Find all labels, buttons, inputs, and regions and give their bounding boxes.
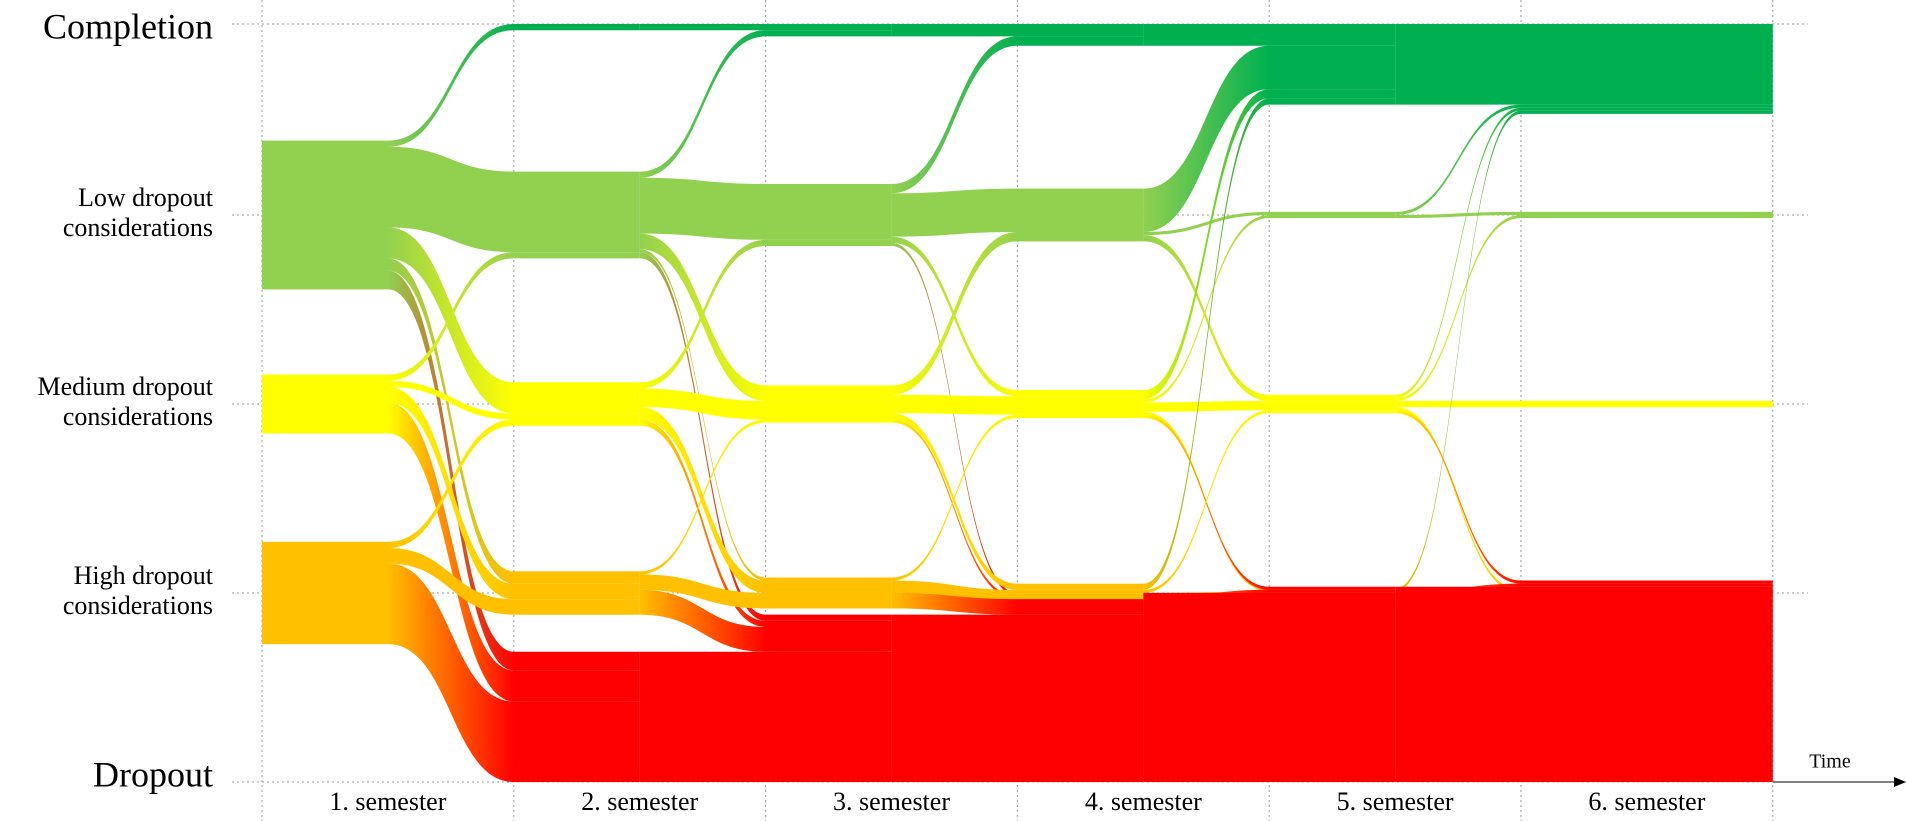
flow (639, 24, 892, 31)
flow (388, 252, 640, 381)
x-axis-label: Time (1809, 751, 1851, 773)
node (262, 140, 388, 290)
flow (1395, 104, 1773, 590)
flow (1395, 24, 1773, 105)
flow (639, 589, 892, 652)
flow (388, 563, 640, 782)
state-label: Dropout (93, 754, 213, 794)
flow (1143, 211, 1396, 236)
flow (1395, 113, 1773, 587)
flow (891, 36, 1144, 593)
flow (891, 593, 1144, 615)
flow (1395, 407, 1773, 587)
time-arrow (1894, 777, 1906, 787)
flow (1395, 218, 1773, 401)
flow (388, 24, 640, 147)
flow (388, 548, 640, 615)
flow (891, 232, 1144, 395)
state-label: considerations (63, 402, 213, 431)
flow (891, 36, 1144, 194)
semester-label: 3. semester (833, 787, 950, 816)
flow (639, 233, 892, 401)
flow (639, 30, 892, 178)
state-label: Medium dropout (38, 372, 214, 401)
flow (639, 574, 892, 609)
flow (891, 236, 1144, 397)
flow (388, 146, 640, 253)
flow (639, 388, 892, 420)
flow (639, 651, 892, 782)
flow (388, 402, 640, 702)
flow (1143, 24, 1396, 46)
node (262, 541, 388, 645)
flow (1395, 104, 1773, 401)
state-label: Low dropout (78, 183, 214, 212)
flow (1395, 407, 1773, 593)
flow (388, 386, 640, 600)
node (262, 374, 388, 434)
flow (1395, 407, 1773, 592)
semester-label: 6. semester (1588, 787, 1705, 816)
flow (639, 36, 892, 652)
flow (1395, 410, 1773, 584)
semester-label: 5. semester (1337, 787, 1454, 816)
flow (639, 177, 892, 240)
semester-label: 2. semester (581, 787, 698, 816)
flow (1143, 241, 1396, 587)
flow (891, 241, 1144, 615)
flow (388, 419, 640, 549)
flow (388, 380, 640, 420)
flow (1395, 400, 1773, 408)
flow (891, 614, 1144, 782)
flow (1143, 45, 1396, 233)
flow (1395, 104, 1773, 212)
flow (891, 24, 1144, 37)
flow (1395, 104, 1773, 215)
flow (1143, 215, 1396, 403)
state-label: Completion (43, 6, 213, 46)
flow (388, 270, 640, 671)
flow (891, 188, 1144, 237)
flow (1395, 110, 1773, 592)
flow (1395, 586, 1773, 782)
state-label: considerations (63, 213, 213, 242)
state-label: considerations (63, 591, 213, 620)
flow (639, 407, 892, 593)
flow (1143, 400, 1396, 412)
flow (1143, 592, 1396, 782)
state-label: High dropout (74, 561, 214, 590)
semester-label: 4. semester (1085, 787, 1202, 816)
flow (639, 239, 892, 389)
flow (891, 394, 1144, 415)
flow (388, 258, 640, 584)
semester-label: 1. semester (329, 787, 446, 816)
flow (1395, 104, 1773, 581)
flow (1395, 107, 1773, 398)
flow (1395, 215, 1773, 401)
flow (388, 227, 640, 414)
